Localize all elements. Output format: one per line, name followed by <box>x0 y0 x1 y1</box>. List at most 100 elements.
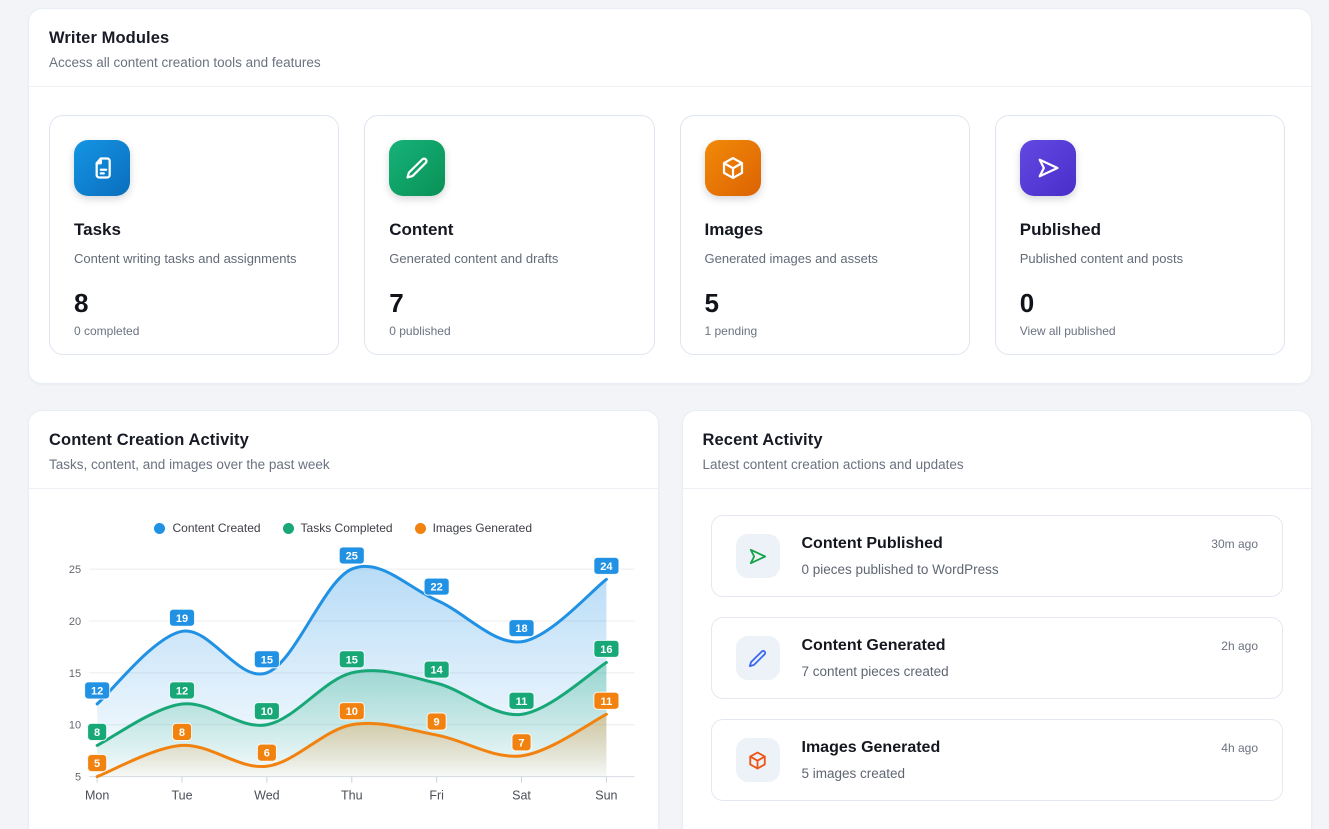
divider <box>682 488 1311 489</box>
series-line-3 <box>95 712 608 779</box>
writer-modules-header: Writer Modules Access all content creati… <box>29 9 1311 86</box>
activity-item-title: Content Published <box>801 535 943 552</box>
pencil-icon <box>735 636 780 680</box>
point-label-badge <box>84 681 111 700</box>
file-text-icon <box>74 140 130 196</box>
point-label-badge <box>171 722 193 741</box>
point-label-badge <box>338 650 365 669</box>
point-label-value: 6 <box>264 748 270 760</box>
point-label-value: 7 <box>518 737 524 749</box>
module-count: 0 <box>1019 288 1035 318</box>
point-label-value: 12 <box>176 685 188 697</box>
cube-icon <box>735 738 780 782</box>
cube-icon <box>704 140 761 196</box>
legend-label: Tasks Completed <box>300 521 393 535</box>
activity-item-description: 5 images created <box>801 766 906 781</box>
point-label-value: 8 <box>179 727 185 739</box>
module-caption: 0 published <box>389 324 451 338</box>
y-axis-tick-label: 5 <box>75 772 81 784</box>
activity-item-title: Images Generated <box>801 739 941 756</box>
series-line-2 <box>95 660 608 747</box>
point-label-value: 5 <box>94 758 100 770</box>
divider <box>29 488 658 489</box>
point-label-value: 15 <box>346 654 358 666</box>
legend-item[interactable]: Tasks Completed <box>282 521 393 535</box>
chart-panel-header: Content Creation Activity Tasks, content… <box>29 411 658 488</box>
module-card-tasks[interactable]: Tasks Content writing tasks and assignme… <box>49 115 340 355</box>
send-icon <box>735 534 780 578</box>
module-caption: 1 pending <box>704 324 758 338</box>
module-card-content[interactable]: Content Generated content and drafts 7 0… <box>364 115 655 355</box>
point-label-value: 11 <box>516 696 528 708</box>
writer-modules-panel: Writer Modules Access all content creati… <box>28 8 1312 384</box>
module-title: Published <box>1019 220 1101 239</box>
y-axis-tick-label: 25 <box>69 564 81 576</box>
send-icon <box>1019 140 1076 196</box>
point-label-badge <box>338 546 365 565</box>
point-label-badge <box>87 722 108 741</box>
series-line-1 <box>95 564 608 706</box>
x-axis-tick-label: Sun <box>595 789 617 803</box>
point-label-value: 24 <box>600 561 613 573</box>
activity-item-content-published[interactable]: Content Published 0 pieces published to … <box>710 515 1283 597</box>
line-chart[interactable]: 5 10 15 20 25 Mon Tue Wed Thu Fri Sat Sun 12 19 15 25 22… <box>45 541 642 814</box>
module-title: Images <box>704 220 764 239</box>
point-label-badge <box>87 754 108 773</box>
y-axis-tick-label: 20 <box>69 616 81 628</box>
module-count: 8 <box>74 288 89 318</box>
module-title: Tasks <box>74 220 121 239</box>
point-label-value: 8 <box>94 727 100 739</box>
legend-dot <box>414 522 426 534</box>
activity-item-description: 7 content pieces created <box>801 664 949 679</box>
point-label-badge <box>253 702 280 721</box>
module-description: Generated images and assets <box>704 251 878 266</box>
point-label-badge <box>253 650 280 669</box>
point-label-value: 18 <box>515 623 527 635</box>
chart-canvas[interactable]: 5 10 15 20 25 Mon Tue Wed Thu Fri Sat Sun 12 19 15 25 22… <box>45 541 642 814</box>
point-label-badge <box>168 681 196 700</box>
point-label-value: 14 <box>431 665 444 677</box>
y-axis-tick-label: 15 <box>69 668 81 680</box>
point-label-badge <box>256 743 277 762</box>
module-description: Content writing tasks and assignments <box>74 251 297 266</box>
chart-legend: Content Created Tasks Completed Images Gen… <box>45 521 642 535</box>
legend-dot <box>154 522 166 534</box>
module-title: Content <box>389 220 454 239</box>
bottom-row: Content Creation Activity Tasks, content… <box>28 410 1312 829</box>
modules-grid: Tasks Content writing tasks and assignme… <box>29 87 1311 383</box>
point-label-value: 16 <box>600 644 612 656</box>
point-label-badge <box>511 733 532 752</box>
x-axis-tick-label: Fri <box>429 789 444 803</box>
legend-label: Images Generated <box>432 521 532 535</box>
page-subtitle: Access all content creation tools and fe… <box>49 55 321 70</box>
legend-item[interactable]: Images Generated <box>414 521 532 535</box>
point-label-badge <box>426 712 447 731</box>
point-label-value: 9 <box>434 717 440 729</box>
divider <box>29 86 1311 87</box>
module-description: Published content and posts <box>1019 251 1184 266</box>
legend-item[interactable]: Content Created <box>154 521 261 535</box>
point-label-value: 15 <box>261 654 273 666</box>
point-label-badge <box>508 619 535 638</box>
point-label-value: 12 <box>91 685 103 697</box>
point-label-badge <box>593 556 620 575</box>
chart-title: Content Creation Activity <box>49 431 249 449</box>
point-label-value: 19 <box>176 613 188 625</box>
point-label-value: 10 <box>261 706 273 718</box>
activity-panel-header: Recent Activity Latest content creation … <box>683 411 1312 488</box>
activity-item-timestamp: 30m ago <box>1211 537 1258 551</box>
recent-activity-panel: Recent Activity Latest content creation … <box>681 410 1312 829</box>
module-card-images[interactable]: Images Generated images and assets 5 1 p… <box>679 115 970 355</box>
module-description: Generated content and drafts <box>389 251 559 266</box>
legend-label: Content Created <box>172 521 261 535</box>
activity-item-content-generated[interactable]: Content Generated 7 content pieces creat… <box>710 617 1283 699</box>
x-axis-tick-label: Tue <box>171 789 192 803</box>
point-label-badge <box>168 608 196 627</box>
activity-item-images-generated[interactable]: Images Generated 5 images created 4h ago <box>710 719 1283 801</box>
module-count: 5 <box>704 288 719 318</box>
y-axis-tick-label: 10 <box>69 720 81 732</box>
pencil-icon <box>389 140 446 196</box>
point-label-badge <box>508 691 535 710</box>
module-card-published[interactable]: Published Published content and posts 0 … <box>994 115 1285 355</box>
point-label-value: 10 <box>346 706 358 718</box>
